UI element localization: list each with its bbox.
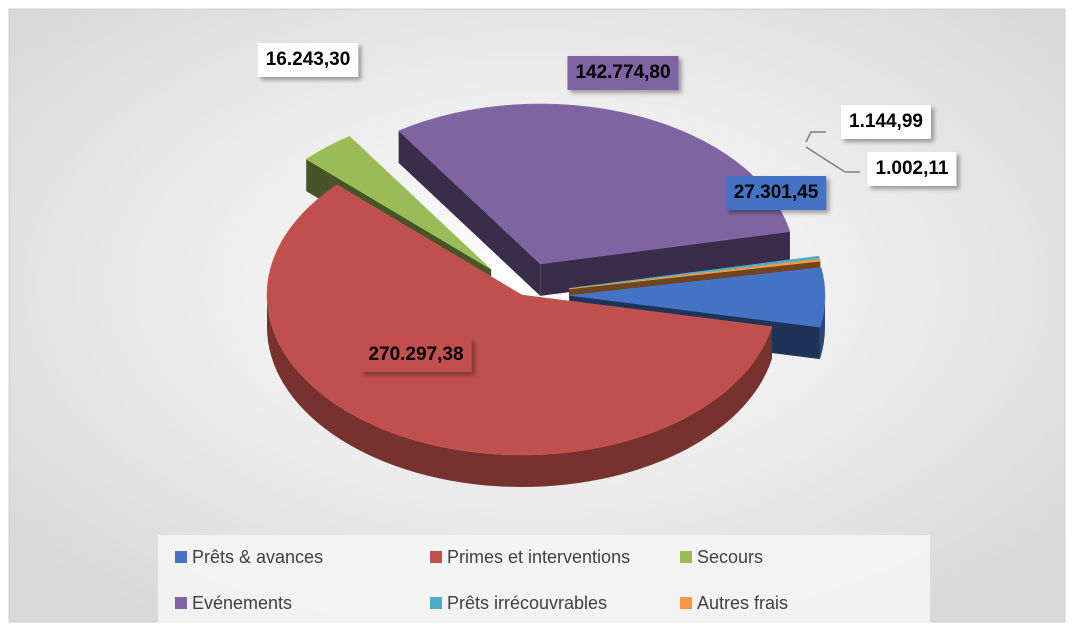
legend-label: Prêts irrécouvrables — [447, 593, 607, 613]
legend-label: Autres frais — [697, 593, 788, 613]
slice-side — [540, 231, 790, 296]
legend-area — [158, 535, 930, 623]
legend-swatch — [430, 597, 442, 609]
slice — [569, 258, 821, 290]
data-label: 1.144,99 — [849, 111, 923, 132]
data-label-box — [257, 43, 359, 77]
slice — [569, 267, 826, 328]
legend-label: Evénements — [192, 593, 292, 613]
legend-label: Primes et interventions — [447, 547, 630, 567]
leader-line — [805, 146, 860, 173]
data-label-box — [841, 105, 931, 139]
data-label-box — [567, 56, 679, 90]
legend-swatch — [680, 551, 692, 563]
leader-line — [805, 131, 826, 143]
data-label: 27.301,45 — [734, 182, 819, 203]
legend-swatch — [175, 551, 187, 563]
legend-swatch — [175, 597, 187, 609]
slice — [569, 255, 820, 289]
data-label: 1.002,11 — [876, 158, 949, 179]
data-label: 270.297,38 — [368, 344, 463, 365]
legend-label: Secours — [697, 547, 763, 567]
data-label-box — [725, 176, 827, 210]
slice — [266, 184, 773, 456]
data-label-box — [867, 152, 957, 186]
data-label: 142.774,80 — [575, 62, 670, 83]
data-label: 16.243,30 — [266, 49, 351, 70]
legend-label: Prêts & avances — [192, 547, 323, 567]
slice-wall — [267, 295, 772, 488]
slice-side — [398, 130, 541, 296]
legend-swatch — [680, 597, 692, 609]
data-label-box — [360, 338, 472, 372]
slice — [305, 135, 492, 270]
legend-swatch — [430, 551, 442, 563]
